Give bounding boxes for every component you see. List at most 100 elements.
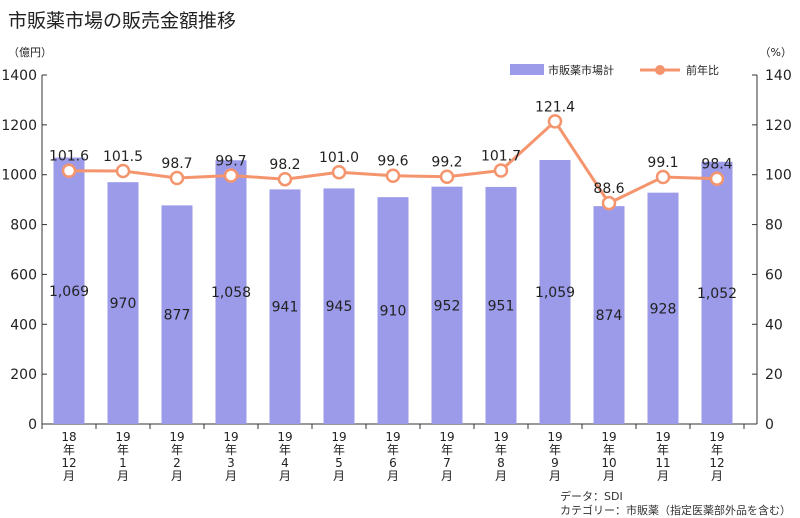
- bar: [269, 189, 301, 424]
- x-axis-tick-label: 19 年 8 月: [493, 430, 508, 483]
- legend-line-label: 前年比: [686, 63, 719, 77]
- x-tick-label-part: 5: [335, 456, 343, 470]
- x-axis-tick-label: 19 年 2 月: [169, 430, 184, 483]
- legend-bar-label: 市販薬市場計: [548, 63, 614, 77]
- x-tick-label-part: 19: [385, 430, 400, 444]
- x-axis-tick-label: 19 年 7 月: [439, 430, 454, 483]
- bar: [647, 192, 679, 424]
- yoy-point: [223, 168, 239, 183]
- bar: [377, 197, 409, 424]
- x-tick-label-part: 年: [117, 443, 129, 457]
- x-tick-label-part: 月: [225, 469, 237, 483]
- yoy-value-label: 101.5: [103, 149, 143, 165]
- left-axis-tick-label: 1200: [1, 118, 37, 134]
- bar: [539, 160, 571, 425]
- x-tick-label-part: 19: [493, 430, 508, 444]
- x-tick-label-part: 19: [709, 430, 724, 444]
- x-tick-label-part: 年: [711, 443, 723, 457]
- bar: [701, 161, 733, 424]
- left-axis-tick-label: 200: [10, 367, 37, 383]
- x-axis-tick-label: 19 年 4 月: [277, 430, 292, 483]
- x-tick-label-part: 年: [657, 443, 669, 457]
- yoy-point: [601, 195, 617, 211]
- bar: [161, 205, 193, 424]
- x-tick-label-part: 11: [655, 456, 670, 470]
- x-axis-tick-label: 19 年 9 月: [547, 430, 562, 483]
- category-note: カテゴリー：市販薬（指定医薬部外品を含む）: [560, 504, 791, 517]
- x-tick-label-part: 年: [225, 443, 237, 457]
- bar-value-label: 951: [488, 298, 515, 314]
- page-title: 市販薬市場の販売金額推移: [8, 10, 237, 32]
- x-tick-label-part: 19: [277, 430, 292, 444]
- x-tick-label-part: 月: [117, 469, 129, 483]
- x-tick-label-part: 月: [549, 469, 561, 483]
- yoy-value-label: 99.7: [215, 153, 246, 169]
- x-tick-label-part: 月: [495, 469, 507, 483]
- right-axis-tick-label: 0: [765, 417, 774, 433]
- yoy-point: [385, 168, 401, 183]
- yoy-point: [115, 163, 131, 179]
- right-axis-tick-label: 80: [765, 218, 783, 234]
- x-tick-label-part: 2: [173, 456, 181, 470]
- x-tick-label-part: 月: [387, 469, 399, 483]
- x-tick-label-part: 7: [443, 456, 451, 470]
- x-tick-label-part: 8: [497, 456, 505, 470]
- yoy-value-label: 88.6: [593, 181, 624, 197]
- yoy-point: [61, 163, 77, 178]
- bar-value-label: 970: [110, 296, 137, 312]
- yoy-point: [547, 114, 563, 129]
- x-tick-label-part: 19: [223, 430, 238, 444]
- x-tick-label-part: 月: [657, 469, 669, 483]
- x-tick-label-part: 19: [547, 430, 562, 444]
- x-axis-tick-label: 19 年 11 月: [655, 430, 670, 483]
- x-tick-label-part: 12: [61, 456, 76, 470]
- left-axis-tick-label: 1000: [1, 168, 37, 184]
- right-axis-tick-label: 140: [765, 68, 792, 84]
- x-tick-label-part: 月: [333, 469, 345, 483]
- left-axis-tick-label: 1400: [1, 68, 37, 84]
- x-axis-tick-label: 19 年 5 月: [331, 430, 346, 483]
- left-axis-unit: （億円）: [8, 46, 52, 59]
- bar: [215, 160, 247, 424]
- right-axis-tick-label: 20: [765, 367, 783, 383]
- x-tick-label-part: 月: [711, 469, 723, 483]
- right-axis-tick-label: 60: [765, 267, 783, 283]
- bar-value-label: 1,059: [535, 285, 575, 301]
- left-axis-tick-label: 400: [10, 317, 37, 333]
- yoy-point: [169, 170, 185, 186]
- right-axis-unit: （%）: [760, 46, 792, 59]
- yoy-value-label: 99.2: [431, 155, 462, 171]
- x-tick-label-part: 月: [279, 469, 291, 483]
- bar-value-label: 1,069: [49, 284, 89, 300]
- bar-value-label: 910: [380, 304, 407, 320]
- x-tick-label-part: 4: [281, 456, 289, 470]
- x-tick-label-part: 年: [549, 443, 561, 457]
- x-tick-label-part: 19: [601, 430, 616, 444]
- bar-value-label: 1,058: [211, 285, 251, 301]
- bar-value-label: 874: [596, 308, 623, 324]
- yoy-value-label: 98.4: [701, 157, 732, 173]
- x-tick-label-part: 19: [655, 430, 670, 444]
- yoy-value-label: 101.0: [319, 150, 359, 166]
- x-tick-label-part: 9: [551, 456, 559, 470]
- bar-value-label: 945: [326, 299, 353, 315]
- x-tick-label-part: 19: [331, 430, 346, 444]
- yoy-point: [493, 163, 509, 178]
- yoy-value-label: 101.6: [49, 149, 89, 165]
- x-tick-label-part: 1: [119, 456, 127, 470]
- bar: [485, 186, 517, 424]
- yoy-point: [439, 169, 455, 184]
- legend-line-marker: [655, 65, 665, 75]
- right-axis-tick-label: 100: [765, 168, 792, 184]
- x-tick-label-part: 年: [279, 443, 291, 457]
- right-axis-tick-label: 120: [765, 118, 792, 134]
- yoy-point: [655, 169, 671, 185]
- bar-value-label: 928: [650, 301, 677, 317]
- x-tick-label-part: 年: [387, 443, 399, 457]
- yoy-point: [709, 171, 725, 186]
- yoy-value-label: 98.2: [269, 157, 300, 173]
- bar: [431, 186, 463, 424]
- yoy-value-label: 121.4: [535, 99, 575, 115]
- bar: [593, 206, 625, 424]
